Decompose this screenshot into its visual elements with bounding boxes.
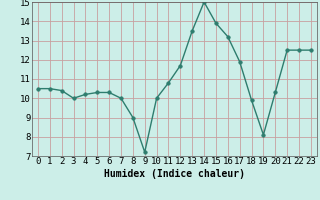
X-axis label: Humidex (Indice chaleur): Humidex (Indice chaleur) <box>104 169 245 179</box>
